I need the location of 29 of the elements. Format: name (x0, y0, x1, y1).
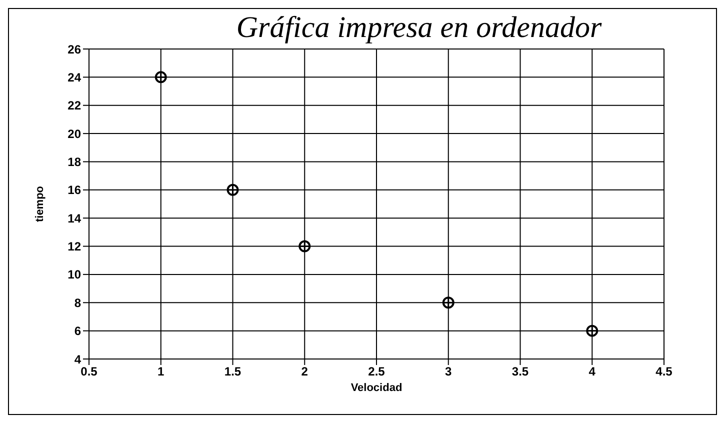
point (154, 71, 167, 84)
y-tick-label: 16 (68, 183, 82, 198)
x-tick-label: 1.5 (224, 364, 242, 379)
x-tick-label: 2.5 (368, 364, 386, 379)
y-tick-label: 18 (68, 154, 82, 169)
y-tick-label: 20 (68, 126, 82, 141)
point (442, 296, 454, 309)
x-tick-label: 1 (158, 364, 165, 379)
y-tick-label: 26 (68, 42, 82, 56)
y-tick-label: 10 (68, 268, 82, 282)
y-tick-label: 24 (68, 70, 82, 84)
y-axis-title: tiempo (34, 186, 46, 222)
y-tick-label: 22 (68, 98, 82, 113)
x-tick-label: 2 (301, 364, 308, 379)
y-tick-label: 4 (74, 352, 82, 366)
y-tick-label: 14 (68, 211, 82, 226)
y-tick-label: 12 (68, 240, 82, 254)
x-axis-title: Velocidad (350, 382, 402, 394)
point (226, 184, 239, 196)
y-tick-label: 6 (74, 324, 82, 338)
y-tick-label: 8 (74, 296, 82, 310)
x-tick-label: 4 (588, 364, 596, 379)
x-tick-label: 4.5 (656, 364, 673, 379)
x-tick-label: 0.5 (80, 364, 98, 379)
x-tick-label: 3 (445, 364, 452, 379)
point (298, 240, 311, 252)
x-tick-label: 3.5 (512, 364, 529, 379)
chart-title: Gráfica impresa en ordenador (235, 11, 603, 45)
point (586, 324, 598, 337)
